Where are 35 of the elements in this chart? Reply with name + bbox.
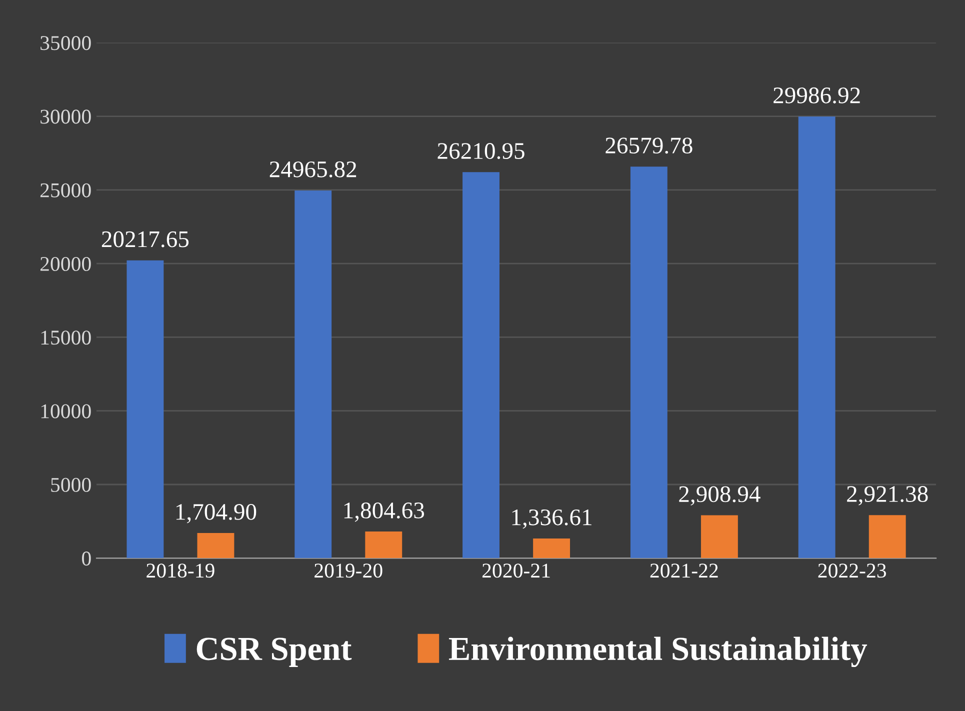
x-tick-label: 2018-19 [146, 564, 214, 578]
bar [700, 515, 738, 558]
bar [126, 260, 164, 558]
data-label: 1,336.61 [512, 509, 592, 529]
data-label: 26210.95 [438, 143, 524, 160]
bar [294, 190, 332, 558]
bar [462, 172, 500, 558]
legend-label: CSR Spent [196, 638, 352, 667]
bar [197, 533, 234, 558]
x-tick-label: 2022-23 [818, 564, 886, 578]
bar [533, 538, 570, 558]
legend-label: Environmental Sustainability [448, 636, 868, 668]
data-label: 24965.82 [270, 161, 356, 178]
y-tick-label: 30000 [40, 110, 91, 124]
bar [868, 515, 906, 558]
y-tick-label: 5000 [51, 478, 91, 492]
y-tick-label: 10000 [41, 404, 91, 418]
y-tick-label: 35000 [40, 36, 91, 50]
data-label: 2,921.38 [847, 486, 928, 506]
y-tick-label: 15000 [41, 330, 91, 345]
bar [630, 166, 668, 558]
x-tick-label: 2020-21 [482, 564, 550, 578]
y-tick-label: 20000 [40, 256, 91, 272]
y-tick-label: 25000 [40, 183, 91, 198]
y-tick-label: 0 [82, 552, 91, 566]
x-tick-label: 2021-22 [650, 564, 718, 578]
bar [798, 116, 836, 558]
bar [365, 532, 402, 558]
data-label: 1,704.90 [176, 504, 256, 524]
data-label: 26579.78 [606, 138, 692, 154]
x-tick-label: 2019-20 [314, 564, 382, 578]
data-label: 2,908.94 [679, 486, 760, 506]
data-label: 20217.65 [102, 231, 189, 248]
data-label: 1,804.63 [344, 502, 424, 522]
data-label: 29986.92 [774, 87, 860, 104]
